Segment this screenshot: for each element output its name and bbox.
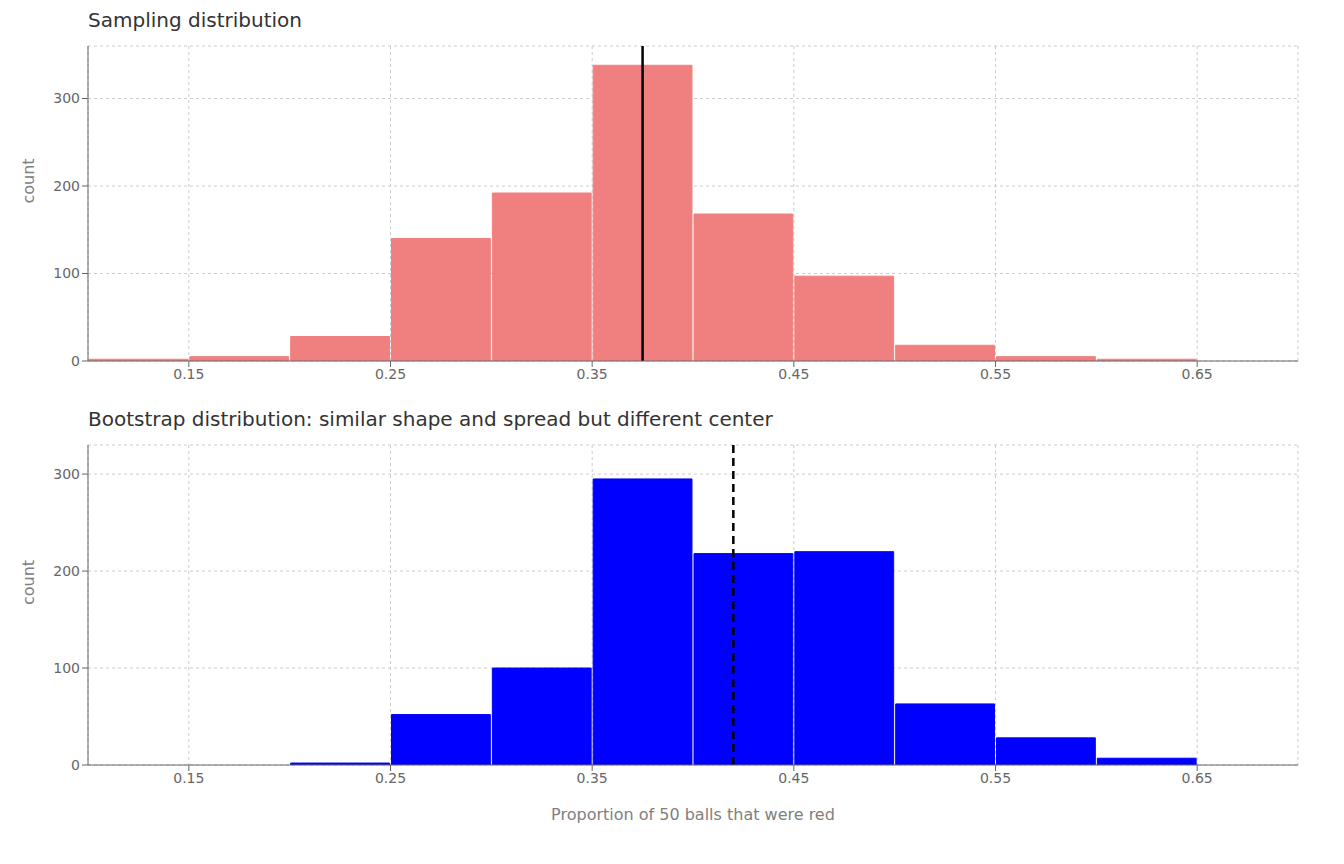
svg-text:count: count [19, 158, 38, 203]
svg-text:0.35: 0.35 [577, 770, 608, 786]
html-text:Bootstrap distribution: simila: Bootstrap distribution: similar shape an… [88, 407, 773, 431]
svg-text:count: count [19, 560, 38, 605]
svg-text:200: 200 [53, 178, 80, 194]
svg-text:0.45: 0.45 [778, 770, 809, 786]
svg-text:0.65: 0.65 [1182, 770, 1213, 786]
svg-text:0.35: 0.35 [577, 366, 608, 382]
svg-text:300: 300 [53, 466, 80, 482]
svg-text:0.25: 0.25 [375, 770, 406, 786]
svg-text:0.55: 0.55 [980, 770, 1011, 786]
svg-text:300: 300 [53, 90, 80, 106]
svg-text:0.45: 0.45 [778, 366, 809, 382]
svg-text:100: 100 [53, 265, 80, 281]
svg-text:0.15: 0.15 [173, 366, 204, 382]
svg-text:100: 100 [53, 660, 80, 676]
svg-text:0.15: 0.15 [173, 770, 204, 786]
svg-text:0: 0 [71, 757, 80, 773]
html-text:Sampling distribution: Sampling distribution [88, 8, 302, 32]
svg-text:0.65: 0.65 [1182, 366, 1213, 382]
svg-text:Proportion of 50 balls that we: Proportion of 50 balls that were red [551, 805, 835, 824]
svg-text:0.55: 0.55 [980, 366, 1011, 382]
svg-text:200: 200 [53, 563, 80, 579]
svg-text:0: 0 [71, 353, 80, 369]
svg-text:0.25: 0.25 [375, 366, 406, 382]
